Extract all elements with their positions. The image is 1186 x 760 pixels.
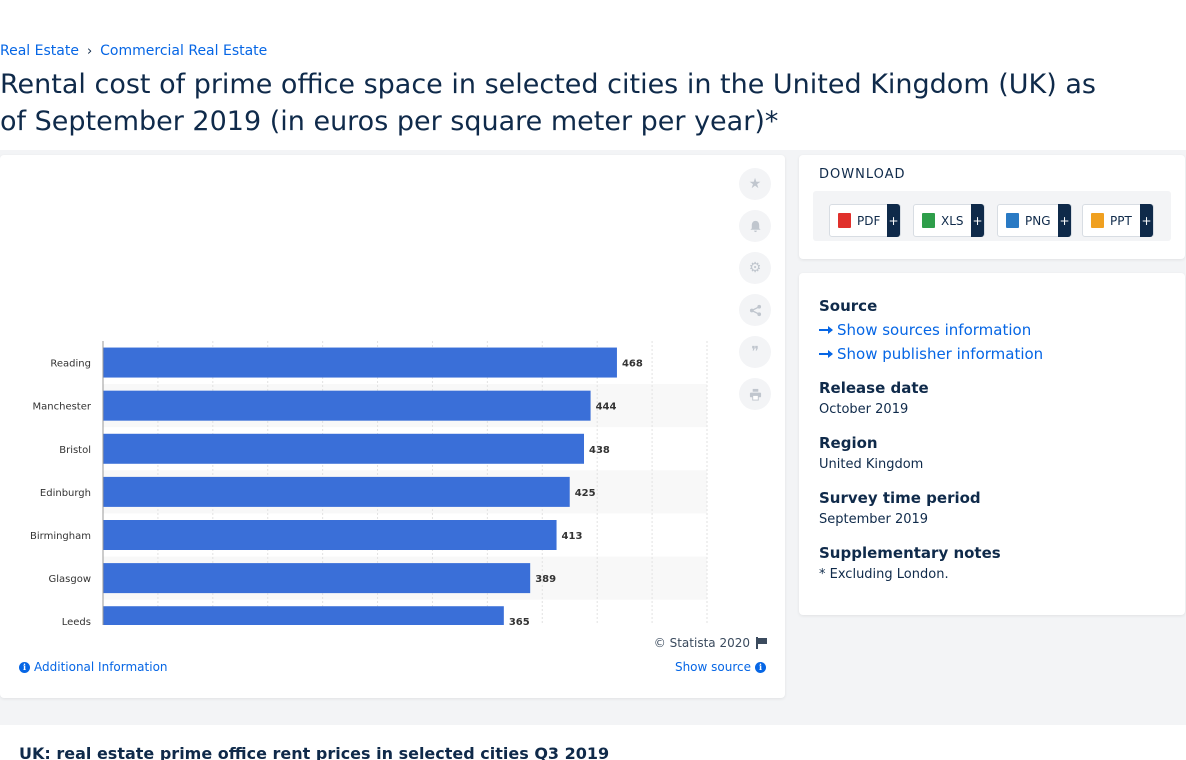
related-statistic-title[interactable]: UK: real estate prime office rent prices… [19,744,610,760]
data-label: 438 [589,445,610,456]
show-source-label: Show source [674,660,751,674]
plus-icon: + [971,204,984,237]
data-label: 365 [509,617,530,625]
bar[interactable] [103,476,570,507]
download-ppt-button[interactable]: PPT + [1082,204,1154,237]
release-date-heading: Release date [819,379,929,397]
supplementary-notes-value: * Excluding London. [819,567,949,582]
category-label: Leeds [62,617,91,625]
plus-icon: + [1058,204,1071,237]
supplementary-notes-heading: Supplementary notes [819,544,1001,562]
page-title: Rental cost of prime office space in sel… [0,69,1096,137]
additional-info-link[interactable]: i Additional Information [19,660,168,674]
download-ppt-label: PPT [1110,213,1132,228]
plus-icon: + [1140,204,1153,237]
breadcrumb-real-estate[interactable]: Real Estate [0,43,79,59]
download-xls-label: XLS [941,213,964,228]
category-label: Reading [50,359,91,370]
plus-icon: + [887,204,900,237]
bell-icon[interactable] [739,210,771,242]
category-label: Birmingham [30,531,91,542]
bar[interactable] [103,390,591,421]
survey-period-heading: Survey time period [819,489,981,507]
data-label: 444 [596,402,617,413]
related-statistic-card: UK: real estate prime office rent prices… [0,725,1186,760]
data-label: 468 [622,359,643,370]
download-title: DOWNLOAD [819,167,906,182]
download-pdf-label: PDF [857,213,881,228]
print-icon[interactable] [739,378,771,410]
category-label: Edinburgh [40,488,91,499]
arrow-right-icon [819,326,833,334]
category-label: Manchester [33,402,92,413]
copyright-text: © Statista 2020 [653,636,750,650]
copyright: © Statista 2020 [654,636,767,650]
chart-card: Reading 468 Manchester 444 Bristol 438 Edinbur… [0,155,785,698]
png-file-icon [1006,213,1019,228]
survey-period-value: September 2019 [819,512,929,527]
quote-icon[interactable]: ❞ [739,336,771,368]
download-xls-button[interactable]: XLS + [913,204,985,237]
show-source-link[interactable]: Show source i [675,660,766,674]
header-background [0,0,1186,150]
data-label: 413 [562,531,583,542]
download-bar: PDF + XLS + PNG + PPT + [813,191,1171,241]
bar[interactable] [103,520,557,550]
bar[interactable] [103,563,531,594]
source-heading: Source [819,297,878,315]
info-icon: i [755,661,766,673]
region-heading: Region [819,434,878,452]
download-png-label: PNG [1025,213,1051,228]
data-label: 389 [535,574,556,585]
category-label: Bristol [59,445,91,456]
ppt-file-icon [1091,213,1104,228]
bar[interactable] [103,433,585,464]
star-icon[interactable]: ★ [739,168,771,200]
statistic-details-card: Source Show sources information Show pub… [799,273,1185,615]
bar[interactable] [103,347,617,378]
pdf-file-icon [838,213,851,228]
flag-icon[interactable] [756,637,767,649]
bar-chart: Reading 468 Manchester 444 Bristol 438 Edinbur… [30,341,708,625]
breadcrumb-commercial-real-estate[interactable]: Commercial Real Estate [100,43,268,59]
arrow-right-icon [819,350,833,358]
show-publisher-link[interactable]: Show publisher information [819,345,1043,363]
share-icon[interactable] [739,294,771,326]
category-label: Glasgow [48,574,91,585]
additional-info-label: Additional Information [34,660,168,674]
download-card: DOWNLOAD PDF + XLS + PNG + PPT + [799,155,1185,259]
release-date-value: October 2019 [819,402,909,417]
xls-file-icon [922,213,935,228]
data-label: 425 [575,488,596,499]
chart-toolbar: ★ ⚙ ❞ [739,168,771,420]
region-value: United Kingdom [819,457,924,472]
breadcrumb: Real Estate › Commercial Real Estate [0,43,267,59]
info-icon: i [19,661,30,673]
show-sources-link[interactable]: Show sources information [819,321,1031,339]
gear-icon[interactable]: ⚙ [739,252,771,284]
breadcrumb-separator: › [86,43,93,59]
show-publisher-label: Show publisher information [837,345,1044,363]
show-sources-label: Show sources information [837,321,1032,339]
bar[interactable] [103,606,504,625]
download-png-button[interactable]: PNG + [997,204,1072,237]
download-pdf-button[interactable]: PDF + [829,204,901,237]
